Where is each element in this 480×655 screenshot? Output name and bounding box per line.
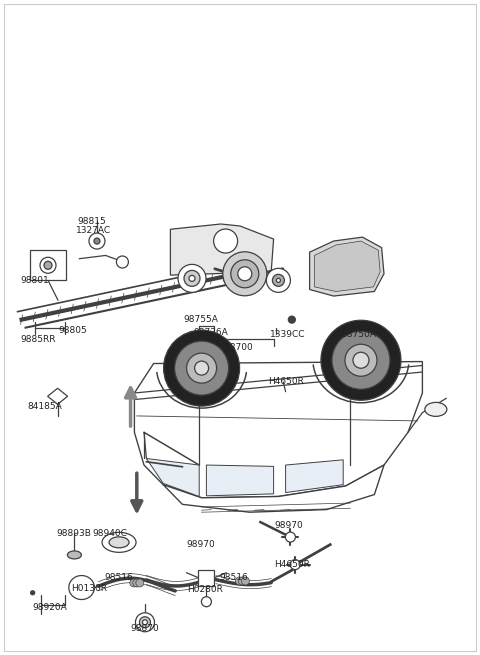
Circle shape [290,559,300,570]
Circle shape [140,617,150,627]
Circle shape [187,353,216,383]
Polygon shape [206,465,274,496]
Circle shape [231,260,259,288]
Circle shape [184,271,200,286]
Circle shape [175,341,228,395]
Circle shape [332,331,390,389]
Text: 98893B: 98893B [57,529,92,538]
Text: H4650R: H4650R [275,560,311,569]
Text: 98726A: 98726A [193,328,228,337]
Circle shape [117,256,129,268]
Bar [30,250,66,280]
Bar [198,570,215,586]
Polygon shape [134,362,422,498]
Circle shape [223,252,267,296]
Ellipse shape [109,537,129,548]
Text: 1327AC: 1327AC [76,226,111,235]
Text: 98940C: 98940C [92,529,127,538]
Polygon shape [163,465,384,512]
Text: 1339CC: 1339CC [270,329,305,339]
Circle shape [133,579,141,587]
Text: 98755A: 98755A [183,315,218,324]
Circle shape [241,577,250,585]
Circle shape [272,274,284,286]
Circle shape [286,532,295,542]
Circle shape [89,233,105,249]
Circle shape [136,579,144,587]
Text: 84185A: 84185A [28,402,62,411]
Text: 98870: 98870 [131,624,159,633]
Text: 98516: 98516 [220,573,249,582]
Circle shape [202,597,211,607]
Circle shape [94,238,100,244]
Circle shape [345,345,377,376]
Circle shape [214,229,238,253]
Circle shape [130,579,138,587]
Circle shape [143,620,147,625]
Polygon shape [146,458,199,496]
Text: 98815: 98815 [78,217,107,226]
Circle shape [164,330,240,406]
Text: H0280R: H0280R [187,585,223,594]
Polygon shape [310,237,384,296]
Circle shape [238,267,252,281]
Text: 98700: 98700 [225,343,253,352]
Circle shape [31,591,35,595]
Circle shape [189,275,195,282]
Circle shape [276,278,280,282]
Circle shape [194,361,209,375]
Text: H4650R: H4650R [268,377,304,386]
Text: 98805: 98805 [59,326,87,335]
Circle shape [178,265,206,292]
Ellipse shape [67,551,82,559]
Text: 98970: 98970 [275,521,303,530]
Text: 98920A: 98920A [33,603,67,612]
Polygon shape [170,224,274,275]
Text: H0130R: H0130R [71,584,107,593]
Text: 9885RR: 9885RR [20,335,56,344]
Circle shape [44,261,52,269]
Circle shape [266,269,290,292]
Circle shape [239,577,246,585]
Text: 98970: 98970 [186,540,215,550]
Circle shape [321,320,401,400]
Polygon shape [48,388,68,404]
Polygon shape [69,576,95,599]
Text: 98516: 98516 [105,573,133,582]
Circle shape [135,612,155,632]
Polygon shape [314,241,380,291]
Circle shape [288,316,295,323]
Text: 98750A: 98750A [342,329,377,339]
Circle shape [353,352,369,368]
Circle shape [40,257,56,273]
Circle shape [235,577,243,585]
Polygon shape [286,460,343,493]
Ellipse shape [425,402,447,417]
Ellipse shape [102,533,136,552]
Text: 98801: 98801 [20,276,49,285]
